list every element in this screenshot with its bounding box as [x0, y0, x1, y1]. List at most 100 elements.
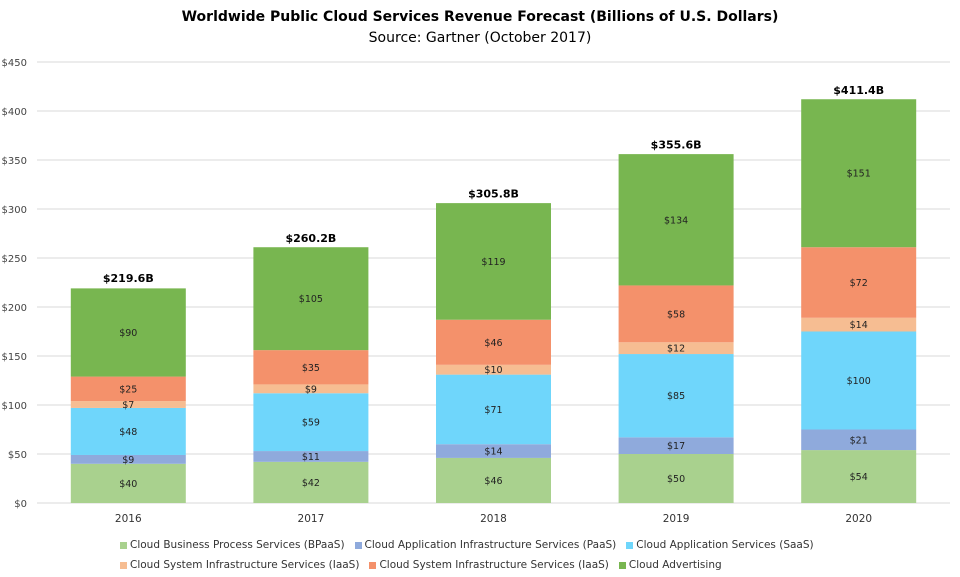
bar-segment — [436, 319, 551, 365]
data-label: $50 — [667, 474, 685, 485]
data-label: $25 — [119, 384, 137, 395]
data-label: $90 — [119, 328, 137, 339]
bar-segment — [70, 463, 186, 503]
data-label: $40 — [119, 479, 137, 490]
y-tick-label: $250 — [2, 254, 27, 265]
legend-item: Cloud Application Services (SaaS) — [626, 539, 814, 551]
legend-swatch — [369, 561, 377, 569]
data-label: $21 — [850, 435, 868, 446]
legend-label: Cloud Application Infrastructure Service… — [364, 539, 617, 551]
data-label: $134 — [664, 215, 688, 226]
data-label: $10 — [484, 365, 502, 376]
data-label: $7 — [122, 400, 134, 411]
bar-segment — [70, 454, 186, 464]
data-label: $59 — [302, 418, 320, 429]
data-label: $54 — [850, 472, 868, 483]
data-label: $85 — [667, 391, 685, 402]
legend-swatch — [354, 541, 362, 549]
bar-segment — [70, 407, 186, 455]
bar-segment — [253, 247, 369, 351]
legend-swatch — [626, 541, 634, 549]
bar-segment — [801, 450, 917, 503]
legend: Cloud Business Process Services (BPaaS) C… — [120, 535, 820, 575]
bar-segment — [618, 437, 734, 454]
bar-segment — [436, 457, 551, 503]
bar-segment — [618, 454, 734, 503]
data-label: $42 — [302, 478, 320, 489]
legend-item: Cloud System Infrastructure Services (Ia… — [120, 559, 359, 571]
x-tick-label: 2016 — [115, 513, 142, 525]
bar-segment — [801, 331, 917, 430]
legend-label: Cloud System Infrastructure Services (Ia… — [130, 559, 360, 571]
y-tick-label: $150 — [2, 352, 27, 363]
bar-segment — [253, 384, 369, 394]
y-tick-label: $450 — [2, 58, 27, 69]
bar-segment — [70, 288, 186, 377]
bar-segment — [618, 342, 734, 355]
total-label: $305.8B — [468, 187, 519, 200]
bar-segment — [618, 354, 734, 438]
total-label: $411.4B — [833, 84, 884, 97]
bar-segment — [436, 364, 551, 375]
data-label: $46 — [484, 476, 502, 487]
data-label: $9 — [122, 455, 134, 466]
legend-item: Cloud Advertising — [618, 559, 722, 571]
x-tick-label: 2020 — [845, 513, 872, 525]
data-label: $9 — [305, 384, 317, 395]
bar-segment — [618, 285, 734, 343]
chart-title: Worldwide Public Cloud Services Revenue … — [181, 9, 779, 25]
bar-segment — [801, 429, 917, 451]
legend-label: Cloud Application Services (SaaS) — [636, 539, 814, 551]
total-label: $355.6B — [651, 139, 702, 152]
data-label: $46 — [484, 338, 502, 349]
data-label: $14 — [850, 320, 868, 331]
bar-segment — [253, 393, 369, 452]
bar-segment — [253, 350, 369, 385]
bar-segment — [70, 376, 186, 402]
x-tick-label: 2017 — [298, 513, 325, 525]
y-tick-label: $100 — [2, 401, 27, 412]
bar-segment — [253, 451, 369, 462]
chart-subtitle: Source: Gartner (October 2017) — [368, 30, 592, 46]
y-tick-label: $400 — [2, 107, 27, 118]
x-tick-label: 2018 — [480, 513, 507, 525]
data-label: $119 — [481, 257, 505, 268]
y-tick-label: $50 — [8, 450, 27, 461]
bar-segment — [801, 247, 917, 318]
legend-item: Cloud Business Process Services (BPaaS) — [120, 539, 345, 551]
bar-segment — [436, 374, 551, 445]
bar-segment — [801, 317, 917, 332]
data-label: $48 — [119, 427, 137, 438]
legend-swatch — [120, 561, 127, 569]
data-label: $105 — [299, 294, 323, 305]
data-label: $71 — [484, 405, 502, 416]
total-label: $219.6B — [103, 272, 154, 285]
data-label: $14 — [484, 447, 502, 458]
bar-segment — [436, 444, 551, 458]
total-label: $260.2B — [285, 232, 336, 245]
bar-segment — [253, 461, 369, 503]
y-tick-label: $0 — [14, 499, 27, 510]
legend-swatch — [120, 541, 127, 549]
data-label: $12 — [667, 344, 685, 355]
legend-label: Cloud System Infrastructure Services (Ia… — [379, 559, 609, 571]
data-label: $58 — [667, 309, 685, 320]
legend-label: Cloud Advertising — [628, 559, 722, 571]
y-tick-label: $200 — [2, 303, 27, 314]
data-label: $35 — [302, 363, 320, 374]
legend-swatch — [618, 561, 626, 569]
data-label: $100 — [847, 376, 871, 387]
y-tick-label: $350 — [2, 156, 27, 167]
bar-segment — [801, 99, 917, 248]
data-label: $151 — [847, 169, 871, 180]
y-tick-label: $300 — [2, 205, 27, 216]
x-tick-label: 2019 — [663, 513, 690, 525]
data-label: $72 — [850, 278, 868, 289]
data-label: $17 — [667, 441, 685, 452]
data-label: $11 — [302, 452, 320, 463]
legend-item: Cloud System Infrastructure Services (Ia… — [369, 559, 609, 571]
bar-segment — [70, 401, 186, 408]
legend-item: Cloud Application Infrastructure Service… — [354, 539, 617, 551]
bar-segment — [618, 154, 734, 286]
